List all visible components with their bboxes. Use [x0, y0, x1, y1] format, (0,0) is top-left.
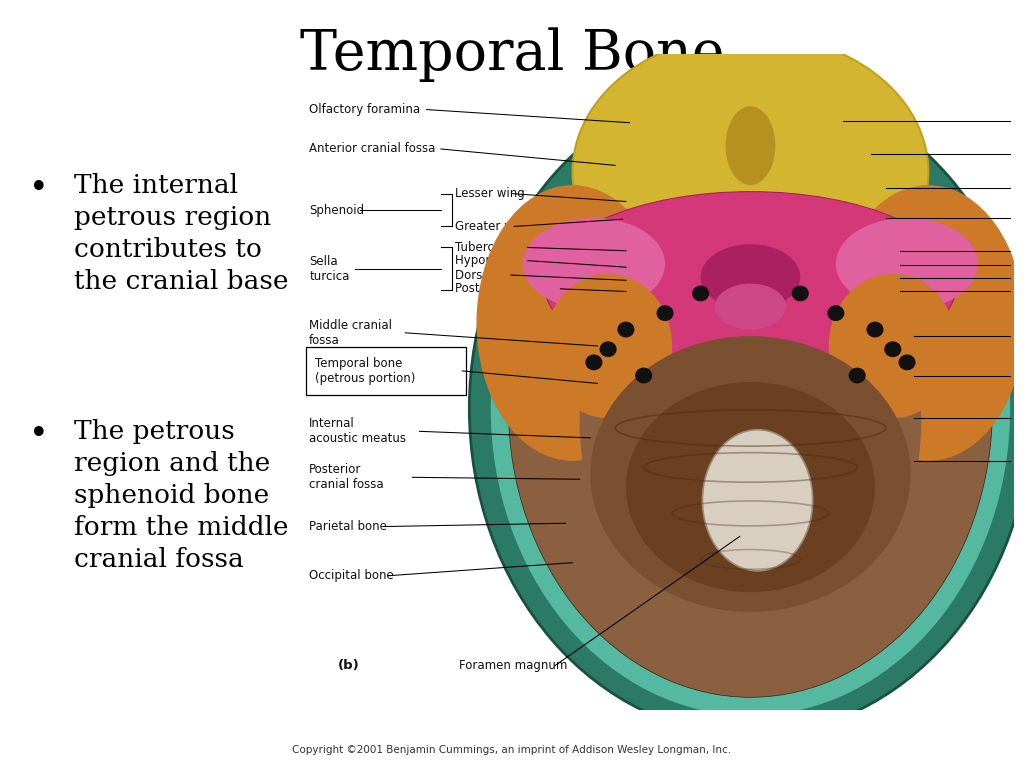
- Circle shape: [885, 342, 900, 356]
- Text: Posterior
cranial fossa: Posterior cranial fossa: [309, 463, 384, 492]
- Ellipse shape: [476, 185, 669, 461]
- Circle shape: [849, 369, 865, 382]
- Ellipse shape: [509, 119, 992, 697]
- Ellipse shape: [715, 283, 786, 329]
- Text: Foramen magnum: Foramen magnum: [459, 659, 567, 672]
- Ellipse shape: [572, 34, 929, 310]
- Circle shape: [636, 369, 651, 382]
- Ellipse shape: [828, 273, 956, 419]
- Circle shape: [867, 323, 883, 337]
- Text: Posterior clinoid process: Posterior clinoid process: [455, 283, 599, 296]
- Text: Greater wing: Greater wing: [455, 220, 532, 233]
- Text: The petrous
region and the
sphenoid bone
form the middle
cranial fossa: The petrous region and the sphenoid bone…: [74, 419, 288, 571]
- Text: Dorsum sellae: Dorsum sellae: [455, 269, 540, 282]
- Text: •: •: [29, 419, 48, 451]
- Ellipse shape: [590, 336, 910, 612]
- Text: •: •: [29, 173, 48, 205]
- Circle shape: [657, 306, 673, 320]
- Ellipse shape: [490, 101, 1011, 716]
- Circle shape: [618, 323, 634, 337]
- Ellipse shape: [626, 382, 874, 592]
- Text: Temporal Bone: Temporal Bone: [300, 27, 724, 81]
- Text: Lesser wing: Lesser wing: [455, 187, 525, 200]
- FancyBboxPatch shape: [305, 347, 466, 395]
- Circle shape: [586, 355, 602, 369]
- Ellipse shape: [469, 81, 1024, 735]
- Ellipse shape: [700, 244, 801, 310]
- Text: Middle cranial
fossa: Middle cranial fossa: [309, 319, 392, 347]
- Text: Hypophyseal fossa: Hypophyseal fossa: [455, 254, 566, 267]
- Text: Copyright ©2001 Benjamin Cummings, an imprint of Addison Wesley Longman, Inc.: Copyright ©2001 Benjamin Cummings, an im…: [293, 745, 731, 755]
- Ellipse shape: [580, 205, 922, 638]
- Text: Olfactory foramina: Olfactory foramina: [309, 103, 420, 116]
- Ellipse shape: [833, 185, 1024, 461]
- Text: Parietal bone: Parietal bone: [309, 520, 387, 533]
- Ellipse shape: [702, 429, 813, 571]
- Text: (b): (b): [338, 659, 359, 672]
- Text: The internal
petrous region
contributes to
the cranial base: The internal petrous region contributes …: [74, 173, 288, 294]
- Text: Tuberculum sellae: Tuberculum sellae: [455, 241, 562, 254]
- Text: Anterior cranial fossa: Anterior cranial fossa: [309, 143, 435, 155]
- Ellipse shape: [726, 106, 775, 185]
- Circle shape: [828, 306, 844, 320]
- Circle shape: [793, 286, 808, 300]
- Text: Sphenoid: Sphenoid: [309, 204, 365, 217]
- Circle shape: [899, 355, 914, 369]
- Ellipse shape: [522, 218, 665, 310]
- Text: Internal
acoustic meatus: Internal acoustic meatus: [309, 417, 407, 445]
- Ellipse shape: [836, 218, 978, 310]
- Text: Temporal bone
(petrous portion): Temporal bone (petrous portion): [315, 357, 416, 385]
- Text: Sella
turcica: Sella turcica: [309, 255, 349, 283]
- Circle shape: [693, 286, 709, 300]
- Circle shape: [600, 342, 615, 356]
- Ellipse shape: [544, 192, 956, 376]
- Text: Occipital bone: Occipital bone: [309, 569, 394, 582]
- Ellipse shape: [544, 273, 672, 419]
